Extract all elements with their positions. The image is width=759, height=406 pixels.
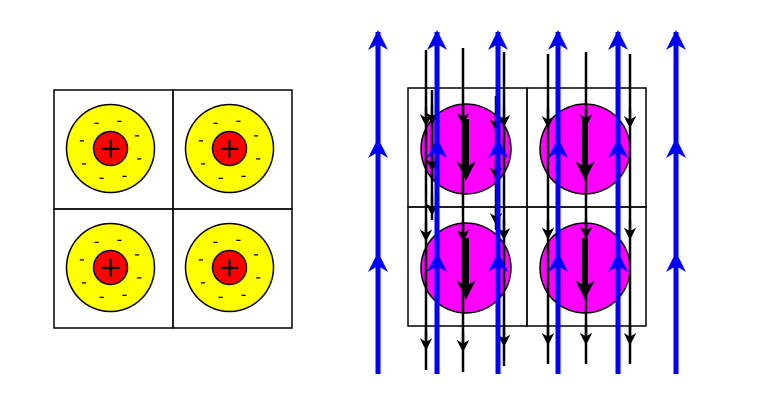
electron-sign: -	[213, 113, 219, 132]
electron-sign: -	[94, 113, 100, 132]
electron-sign: -	[218, 168, 224, 187]
electron-sign: -	[241, 166, 247, 185]
electron-sign: -	[99, 168, 105, 187]
electron-sign: -	[241, 285, 247, 304]
electron-sign: -	[136, 148, 142, 167]
atom: +--------	[65, 103, 156, 194]
electron-sign: -	[134, 245, 140, 264]
electron-sign: -	[116, 111, 122, 130]
electron-sign: -	[255, 148, 261, 167]
electron-sign: -	[255, 267, 261, 286]
atom: +--------	[184, 222, 275, 313]
atom: +--------	[184, 103, 275, 194]
electron-sign: -	[81, 272, 87, 291]
electron-sign: -	[213, 232, 219, 251]
electron-sign: -	[200, 153, 206, 172]
nucleus-sign: +	[99, 251, 122, 284]
electron-sign: -	[134, 126, 140, 145]
nucleus	[211, 249, 248, 286]
electron-sign: -	[218, 287, 224, 306]
electron-sign: -	[99, 287, 105, 306]
electron-sign: -	[116, 230, 122, 249]
electron-sign: -	[198, 250, 204, 269]
electron-sign: -	[136, 267, 142, 286]
electron-sign: -	[79, 250, 85, 269]
lattice-cell	[172, 208, 293, 329]
electron-sign: -	[79, 131, 85, 150]
electron-sign: -	[235, 230, 241, 249]
electron-sign: -	[253, 245, 259, 264]
electron-sign: -	[122, 166, 128, 185]
nucleus	[211, 130, 248, 167]
nucleus-sign: +	[218, 251, 241, 284]
electron-sign: -	[94, 232, 100, 251]
magnetic-atom	[420, 103, 512, 195]
electron-sign: -	[122, 285, 128, 304]
magnetic-lattice-panel	[368, 30, 686, 374]
nucleus	[92, 130, 129, 167]
atom: +--------	[65, 222, 156, 313]
nucleus-sign: +	[99, 132, 122, 165]
nucleus-sign: +	[218, 132, 241, 165]
charge-lattice-panel: +--------+--------+--------+--------	[53, 89, 293, 329]
electron-sign: -	[198, 131, 204, 150]
nucleus	[92, 249, 129, 286]
electron-sign: -	[200, 272, 206, 291]
magnetic-atom	[420, 222, 512, 314]
electron-sign: -	[235, 111, 241, 130]
electron-sign: -	[81, 153, 87, 172]
electron-sign: -	[253, 126, 259, 145]
